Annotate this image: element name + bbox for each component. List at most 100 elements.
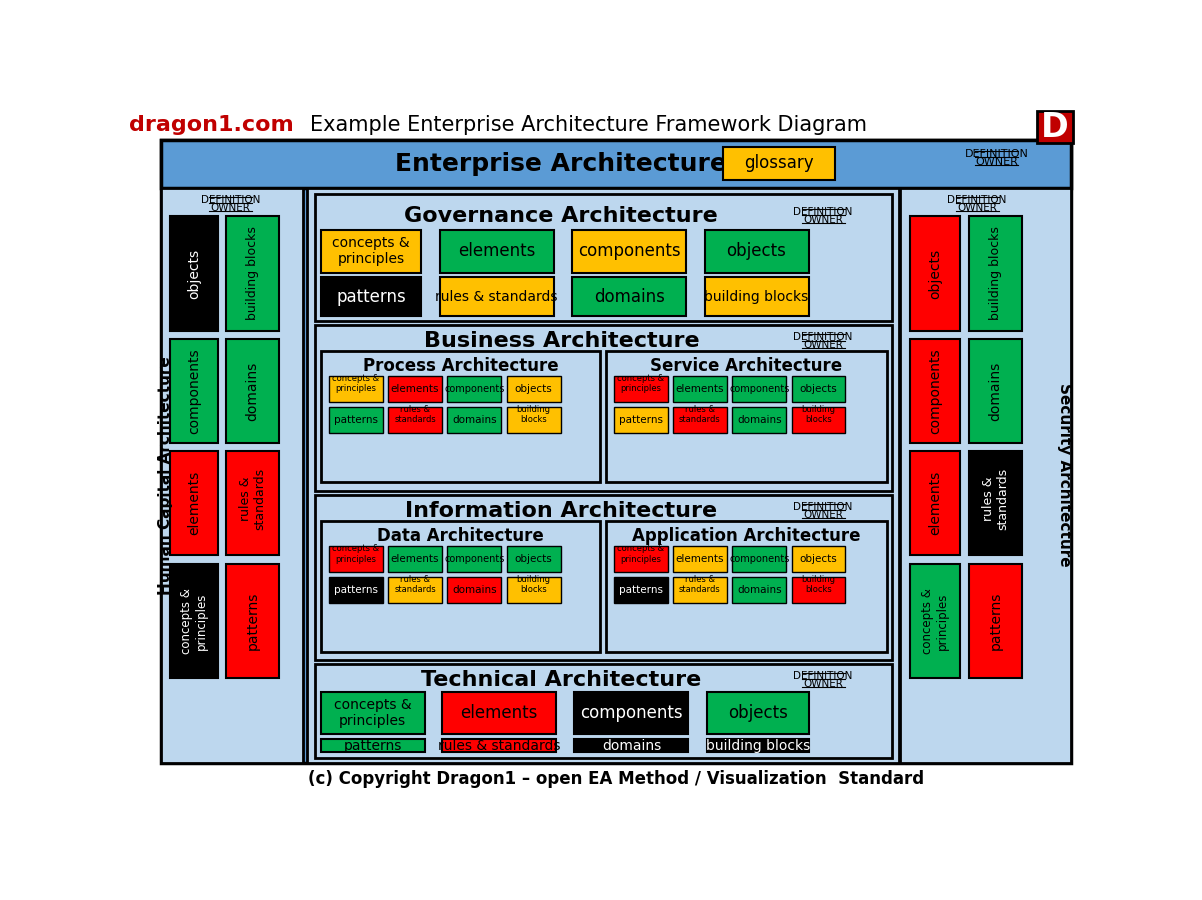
FancyBboxPatch shape [704,277,809,316]
Text: elements: elements [458,242,535,260]
Text: patterns: patterns [988,591,1002,650]
FancyBboxPatch shape [226,216,279,331]
Text: DEFINITION: DEFINITION [201,195,260,205]
Text: Process Architecture: Process Architecture [363,357,558,375]
Text: components: components [445,554,505,564]
FancyBboxPatch shape [388,577,442,603]
FancyBboxPatch shape [575,740,689,752]
FancyBboxPatch shape [321,277,421,316]
Text: components: components [445,384,505,394]
Text: building blocks: building blocks [989,227,1002,320]
FancyBboxPatch shape [792,376,845,402]
FancyBboxPatch shape [315,494,892,660]
FancyBboxPatch shape [970,563,1022,678]
FancyBboxPatch shape [321,740,426,752]
Text: patterns: patterns [344,739,401,753]
Text: patterns: patterns [334,415,377,425]
FancyBboxPatch shape [704,230,809,273]
Text: Data Architecture: Data Architecture [377,527,543,545]
Text: domains: domains [737,585,781,595]
FancyBboxPatch shape [226,339,279,443]
Text: concepts &
principles: concepts & principles [617,374,665,393]
FancyBboxPatch shape [171,563,218,678]
FancyBboxPatch shape [732,577,786,603]
Text: glossary: glossary [744,155,814,173]
FancyBboxPatch shape [226,563,279,678]
FancyBboxPatch shape [442,740,557,752]
FancyBboxPatch shape [388,546,442,572]
Text: OWNER: OWNER [803,509,843,519]
Text: objects: objects [514,554,553,564]
FancyBboxPatch shape [507,577,560,603]
FancyBboxPatch shape [614,407,667,433]
FancyBboxPatch shape [440,277,554,316]
FancyBboxPatch shape [315,664,892,758]
FancyBboxPatch shape [321,692,426,734]
FancyBboxPatch shape [315,325,892,490]
FancyBboxPatch shape [614,376,667,402]
Text: Business Architecture: Business Architecture [423,331,700,351]
FancyBboxPatch shape [507,546,560,572]
FancyBboxPatch shape [321,351,600,482]
Text: patterns: patterns [334,585,377,595]
FancyBboxPatch shape [970,339,1022,443]
Text: DEFINITION: DEFINITION [793,332,853,343]
FancyBboxPatch shape [724,147,834,180]
Text: components: components [581,704,683,722]
Text: OWNER: OWNER [975,157,1018,166]
FancyBboxPatch shape [910,563,960,678]
FancyBboxPatch shape [792,407,845,433]
Text: concepts &
principles: concepts & principles [921,588,948,653]
FancyBboxPatch shape [575,692,689,734]
FancyBboxPatch shape [970,216,1022,331]
Text: objects: objects [726,242,786,260]
FancyBboxPatch shape [707,740,809,752]
FancyBboxPatch shape [329,577,382,603]
Text: rules & standards: rules & standards [435,290,558,303]
Text: Governance Architecture: Governance Architecture [405,206,719,226]
Text: concepts &
principles: concepts & principles [332,544,380,563]
Text: objects: objects [727,704,787,722]
Text: components: components [578,242,680,260]
Text: building
blocks: building blocks [517,405,551,424]
FancyBboxPatch shape [732,407,786,433]
Text: rules &
standards: rules & standards [394,575,436,594]
Text: components: components [730,554,790,564]
Text: OWNER: OWNER [957,203,998,213]
Text: patterns: patterns [619,415,662,425]
FancyBboxPatch shape [606,521,887,652]
Text: patterns: patterns [619,585,662,595]
Text: rules &
standards: rules & standards [238,468,267,530]
FancyBboxPatch shape [447,407,501,433]
Text: domains: domains [452,415,496,425]
Text: Technical Architecture: Technical Architecture [421,670,702,690]
Text: elements: elements [188,471,201,536]
Text: domains: domains [452,585,496,595]
Text: building blocks: building blocks [246,227,260,320]
Text: objects: objects [799,554,838,564]
Text: building blocks: building blocks [706,739,810,753]
Text: rules &
standards: rules & standards [679,405,721,424]
Text: concepts &
principles: concepts & principles [332,374,380,393]
FancyBboxPatch shape [792,546,845,572]
Text: (c) Copyright Dragon1 – open EA Method / Visualization  Standard: (c) Copyright Dragon1 – open EA Method /… [308,770,924,788]
Text: D: D [1041,111,1069,144]
FancyBboxPatch shape [329,546,382,572]
FancyBboxPatch shape [161,140,1071,188]
Text: Human Capital Architecture: Human Capital Architecture [159,356,173,595]
FancyBboxPatch shape [442,692,557,734]
FancyBboxPatch shape [329,376,382,402]
Text: OWNER: OWNER [210,203,250,213]
Text: Information Architecture: Information Architecture [405,500,718,521]
FancyBboxPatch shape [614,546,667,572]
Text: rules &
standards: rules & standards [394,405,436,424]
Text: domains: domains [245,362,260,421]
FancyBboxPatch shape [440,230,554,273]
Text: DEFINITION: DEFINITION [793,207,853,217]
Text: rules &
standards: rules & standards [679,575,721,594]
Text: domains: domains [594,288,665,306]
FancyBboxPatch shape [315,194,892,321]
FancyBboxPatch shape [171,216,218,331]
Text: DEFINITION: DEFINITION [793,502,853,512]
Text: Enterprise Architecture: Enterprise Architecture [395,152,727,176]
